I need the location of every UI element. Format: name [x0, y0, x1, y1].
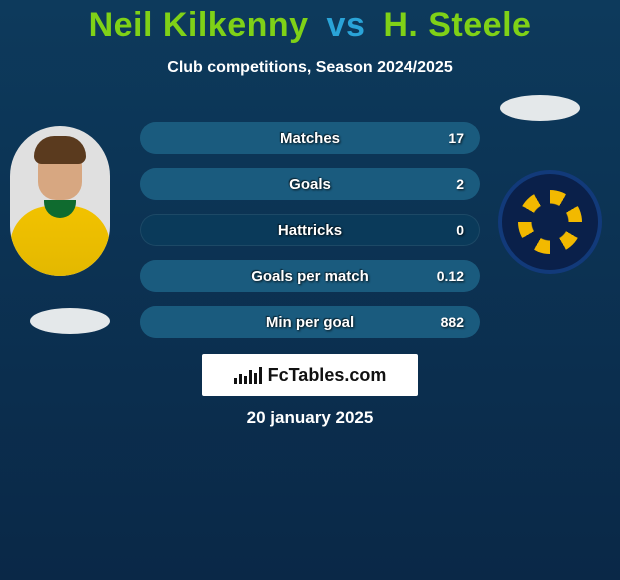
stat-row: Hattricks0 — [140, 214, 480, 246]
branding-text: FcTables.com — [268, 365, 387, 386]
branding-bars-icon — [234, 366, 262, 384]
title-player1: Neil Kilkenny — [89, 6, 309, 44]
stat-row: Min per goal882 — [140, 306, 480, 338]
stat-value-right: 882 — [429, 306, 476, 338]
title-vs: vs — [319, 6, 374, 44]
mariners-swirl-icon — [518, 190, 582, 254]
card-subtitle: Club competitions, Season 2024/2025 — [0, 59, 620, 77]
brand-bar — [254, 373, 257, 384]
stat-row: Goals2 — [140, 168, 480, 200]
stats-table: Matches17 Goals2 Hattricks0 Goals per match… — [140, 122, 480, 352]
stat-label: Matches — [140, 122, 480, 154]
branding: FcTables.com — [202, 354, 418, 396]
title-player2: H. Steele — [383, 6, 531, 44]
player2-crest — [498, 170, 602, 274]
stat-value-right: 0.12 — [425, 260, 476, 292]
club-badge-left — [30, 308, 110, 334]
player1-avatar — [10, 126, 110, 276]
brand-bar — [234, 378, 237, 384]
club-badge-right — [500, 95, 580, 121]
stat-value-right: 17 — [436, 122, 476, 154]
brand-bar — [249, 370, 252, 384]
card-date: 20 january 2025 — [0, 408, 620, 428]
stat-row: Goals per match0.12 — [140, 260, 480, 292]
player1-hair — [34, 136, 86, 164]
stat-value-right: 2 — [444, 168, 476, 200]
card-title: Neil Kilkenny vs H. Steele — [0, 0, 620, 45]
comparison-card: Neil Kilkenny vs H. Steele Club competit… — [0, 0, 620, 580]
stat-row: Matches17 — [140, 122, 480, 154]
brand-bar — [244, 376, 247, 384]
brand-bar — [239, 374, 242, 384]
stat-label: Goals — [140, 168, 480, 200]
brand-bar — [259, 367, 262, 384]
stat-value-right: 0 — [444, 214, 476, 246]
stat-label: Hattricks — [140, 214, 480, 246]
